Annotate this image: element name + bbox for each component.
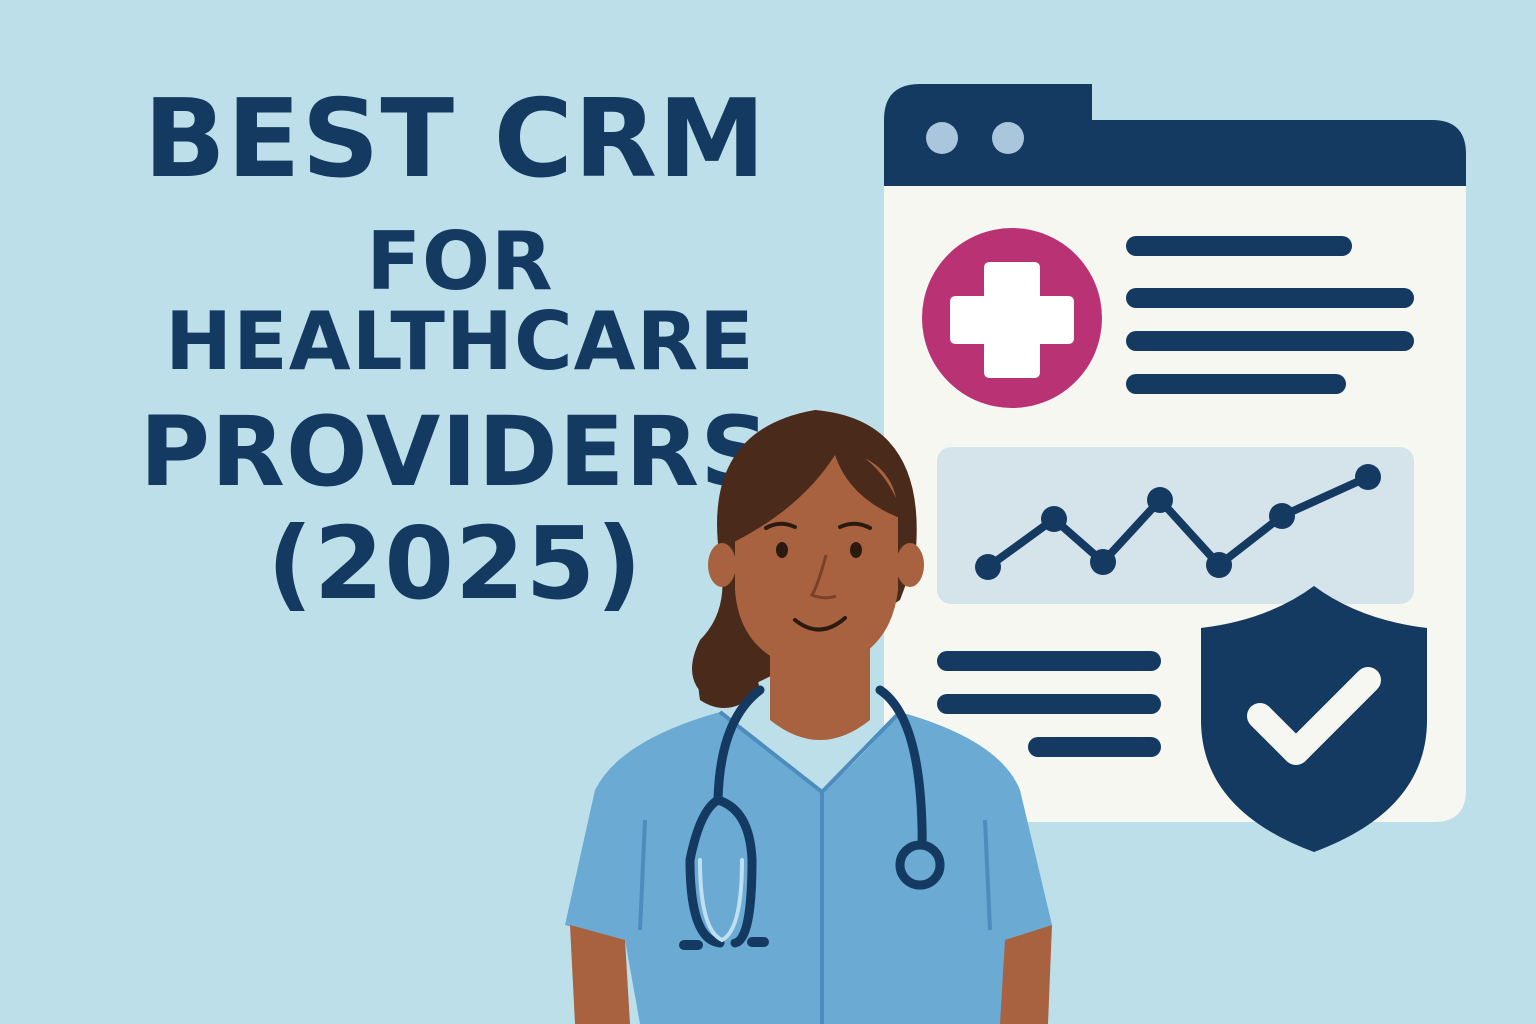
window-dot-icon xyxy=(926,122,958,154)
medical-cross-icon xyxy=(922,228,1102,408)
headline-line-2: FOR HEALTHCARE xyxy=(165,215,755,388)
chart-panel xyxy=(937,447,1414,604)
ear-right xyxy=(896,543,924,587)
text-lines xyxy=(1126,236,1414,394)
window-dot-icon xyxy=(992,122,1024,154)
stethoscope-icon xyxy=(679,685,945,950)
headline: BEST CRM FOR HEALTHCARE PROVIDERS (2025) xyxy=(60,86,860,614)
shield-check-icon xyxy=(1201,586,1427,852)
window-titlebar xyxy=(884,84,1466,186)
text-lines-lower xyxy=(937,651,1161,757)
scrubs xyxy=(565,712,1052,1024)
hair-front xyxy=(728,440,905,545)
healthcare-worker xyxy=(565,410,1052,1024)
arm-left xyxy=(570,925,630,1024)
line-chart-icon xyxy=(975,464,1381,580)
headline-line-3: PROVIDERS xyxy=(139,396,771,508)
arm-right xyxy=(1000,925,1052,1024)
headline-line-1: BEST CRM xyxy=(143,77,767,202)
ear-left xyxy=(708,543,736,587)
browser-window xyxy=(884,84,1466,852)
headline-line-4: (2025) xyxy=(267,505,643,622)
